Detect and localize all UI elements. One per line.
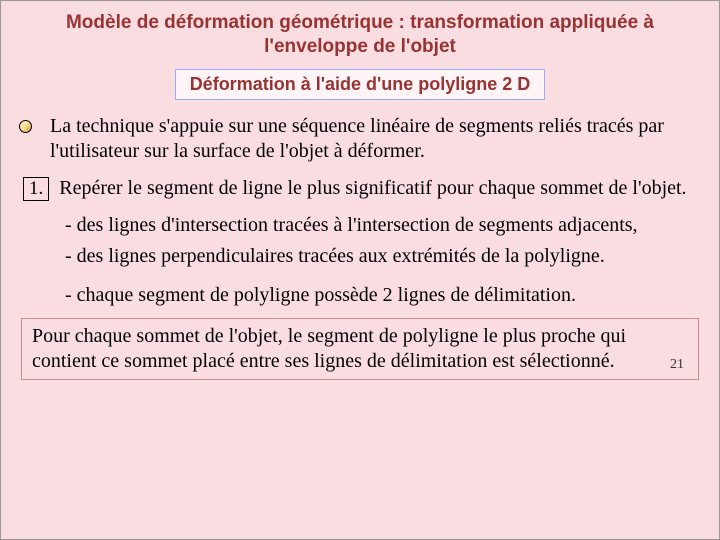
sub-list: - des lignes d'intersection tracées à l'… [19,213,701,308]
sub-item-2: - des lignes perpendiculaires tracées au… [65,244,701,269]
subtitle-box: Déformation à l'aide d'une polyligne 2 D [175,69,546,100]
step-text: Repérer le segment de ligne le plus sign… [59,176,686,201]
intro-text: La technique s'appuie sur une séquence l… [50,114,701,164]
slide: Modèle de déformation géométrique : tran… [0,0,720,540]
footer-box: Pour chaque sommet de l'objet, le segmen… [21,318,699,380]
slide-title: Modèle de déformation géométrique : tran… [19,11,701,59]
subtitle: Déformation à l'aide d'une polyligne 2 D [190,74,531,95]
step-row: 1. Repérer le segment de ligne le plus s… [23,176,701,202]
bullet-icon [19,120,32,133]
footer-text: Pour chaque sommet de l'objet, le segmen… [32,324,688,374]
step-number-box: 1. [23,177,49,202]
page-number: 21 [670,357,684,373]
sub-item-3: - chaque segment de polyligne possède 2 … [65,283,701,308]
sub-item-1: - des lignes d'intersection tracées à l'… [65,213,701,238]
intro-row: La technique s'appuie sur une séquence l… [19,114,701,164]
